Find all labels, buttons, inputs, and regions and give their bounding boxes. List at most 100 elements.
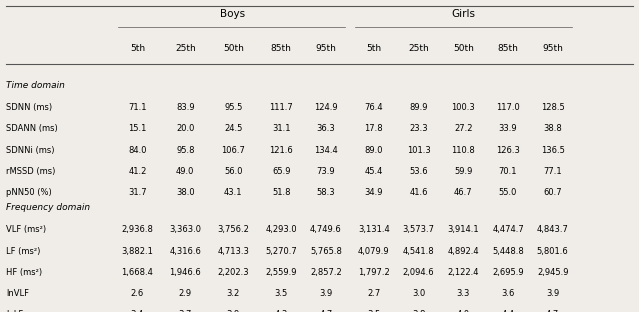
Text: 4,316.6: 4,316.6 — [169, 247, 201, 256]
Text: 38.8: 38.8 — [543, 124, 562, 133]
Text: 3.8: 3.8 — [412, 310, 425, 312]
Text: 59.9: 59.9 — [454, 167, 472, 176]
Text: 3.6: 3.6 — [502, 289, 514, 298]
Text: 85th: 85th — [271, 44, 291, 53]
Text: 3.9: 3.9 — [546, 289, 559, 298]
Text: 2.6: 2.6 — [131, 289, 144, 298]
Text: 110.8: 110.8 — [451, 145, 475, 154]
Text: 3.5: 3.5 — [275, 289, 288, 298]
Text: 3.7: 3.7 — [179, 310, 192, 312]
Text: 5th: 5th — [130, 44, 145, 53]
Text: 60.7: 60.7 — [543, 188, 562, 197]
Text: 27.2: 27.2 — [454, 124, 472, 133]
Text: pNN50 (%): pNN50 (%) — [6, 188, 52, 197]
Text: 56.0: 56.0 — [224, 167, 242, 176]
Text: Girls: Girls — [451, 9, 475, 19]
Text: 2,945.9: 2,945.9 — [537, 268, 569, 277]
Text: 2,857.2: 2,857.2 — [310, 268, 342, 277]
Text: 17.8: 17.8 — [364, 124, 383, 133]
Text: 15.1: 15.1 — [128, 124, 146, 133]
Text: 4,892.4: 4,892.4 — [447, 247, 479, 256]
Text: 100.3: 100.3 — [451, 103, 475, 112]
Text: 5,270.7: 5,270.7 — [265, 247, 297, 256]
Text: lnVLF: lnVLF — [6, 289, 29, 298]
Text: 2.9: 2.9 — [179, 289, 192, 298]
Text: SDNNi (ms): SDNNi (ms) — [6, 145, 55, 154]
Text: 49.0: 49.0 — [176, 167, 194, 176]
Text: 3.9: 3.9 — [227, 310, 240, 312]
Text: 89.9: 89.9 — [410, 103, 427, 112]
Text: 31.7: 31.7 — [128, 188, 147, 197]
Text: 51.8: 51.8 — [272, 188, 290, 197]
Text: 34.9: 34.9 — [365, 188, 383, 197]
Text: Frequency domain: Frequency domain — [6, 203, 91, 212]
Text: 95.8: 95.8 — [176, 145, 194, 154]
Text: 4,474.7: 4,474.7 — [492, 226, 524, 235]
Text: 2.7: 2.7 — [367, 289, 380, 298]
Text: 4,293.0: 4,293.0 — [265, 226, 297, 235]
Text: 5,801.6: 5,801.6 — [537, 247, 569, 256]
Text: 136.5: 136.5 — [541, 145, 565, 154]
Text: 5th: 5th — [366, 44, 381, 53]
Text: 5,765.8: 5,765.8 — [310, 247, 342, 256]
Text: 53.6: 53.6 — [409, 167, 428, 176]
Text: 3.4: 3.4 — [131, 310, 144, 312]
Text: 95.5: 95.5 — [224, 103, 242, 112]
Text: 3.0: 3.0 — [412, 289, 425, 298]
Text: Time domain: Time domain — [6, 81, 65, 90]
Text: 4.7: 4.7 — [546, 310, 559, 312]
Text: 95th: 95th — [543, 44, 563, 53]
Text: 73.9: 73.9 — [316, 167, 335, 176]
Text: 3,882.1: 3,882.1 — [121, 247, 153, 256]
Text: SDANN (ms): SDANN (ms) — [6, 124, 58, 133]
Text: 25th: 25th — [175, 44, 196, 53]
Text: 71.1: 71.1 — [128, 103, 146, 112]
Text: Boys: Boys — [220, 9, 245, 19]
Text: 46.7: 46.7 — [454, 188, 473, 197]
Text: 31.1: 31.1 — [272, 124, 290, 133]
Text: 33.9: 33.9 — [498, 124, 518, 133]
Text: 3,914.1: 3,914.1 — [447, 226, 479, 235]
Text: 50th: 50th — [223, 44, 243, 53]
Text: 65.9: 65.9 — [272, 167, 290, 176]
Text: 4,843.7: 4,843.7 — [537, 226, 569, 235]
Text: 38.0: 38.0 — [176, 188, 195, 197]
Text: 101.3: 101.3 — [406, 145, 431, 154]
Text: 4,749.6: 4,749.6 — [310, 226, 342, 235]
Text: 4,079.9: 4,079.9 — [358, 247, 390, 256]
Text: 3,573.7: 3,573.7 — [403, 226, 435, 235]
Text: 84.0: 84.0 — [128, 145, 146, 154]
Text: 43.1: 43.1 — [224, 188, 242, 197]
Text: 24.5: 24.5 — [224, 124, 242, 133]
Text: 121.6: 121.6 — [269, 145, 293, 154]
Text: 1,797.2: 1,797.2 — [358, 268, 390, 277]
Text: 3.5: 3.5 — [367, 310, 380, 312]
Text: 117.0: 117.0 — [496, 103, 520, 112]
Text: 2,559.9: 2,559.9 — [265, 268, 297, 277]
Text: 2,695.9: 2,695.9 — [492, 268, 524, 277]
Text: 4.7: 4.7 — [320, 310, 332, 312]
Text: VLF (ms²): VLF (ms²) — [6, 226, 47, 235]
Text: 4.4: 4.4 — [502, 310, 514, 312]
Text: 23.3: 23.3 — [409, 124, 428, 133]
Text: 1,668.4: 1,668.4 — [121, 268, 153, 277]
Text: 20.0: 20.0 — [176, 124, 194, 133]
Text: 4.0: 4.0 — [457, 310, 470, 312]
Text: 85th: 85th — [498, 44, 518, 53]
Text: 36.3: 36.3 — [316, 124, 335, 133]
Text: 128.5: 128.5 — [541, 103, 565, 112]
Text: 83.9: 83.9 — [176, 103, 195, 112]
Text: 2,094.6: 2,094.6 — [403, 268, 435, 277]
Text: 3.3: 3.3 — [457, 289, 470, 298]
Text: 106.7: 106.7 — [221, 145, 245, 154]
Text: 89.0: 89.0 — [365, 145, 383, 154]
Text: 41.6: 41.6 — [410, 188, 427, 197]
Text: 25th: 25th — [408, 44, 429, 53]
Text: rMSSD (ms): rMSSD (ms) — [6, 167, 56, 176]
Text: 70.1: 70.1 — [499, 167, 517, 176]
Text: 58.3: 58.3 — [316, 188, 335, 197]
Text: 3,756.2: 3,756.2 — [217, 226, 249, 235]
Text: 95th: 95th — [316, 44, 336, 53]
Text: 126.3: 126.3 — [496, 145, 520, 154]
Text: 41.2: 41.2 — [128, 167, 146, 176]
